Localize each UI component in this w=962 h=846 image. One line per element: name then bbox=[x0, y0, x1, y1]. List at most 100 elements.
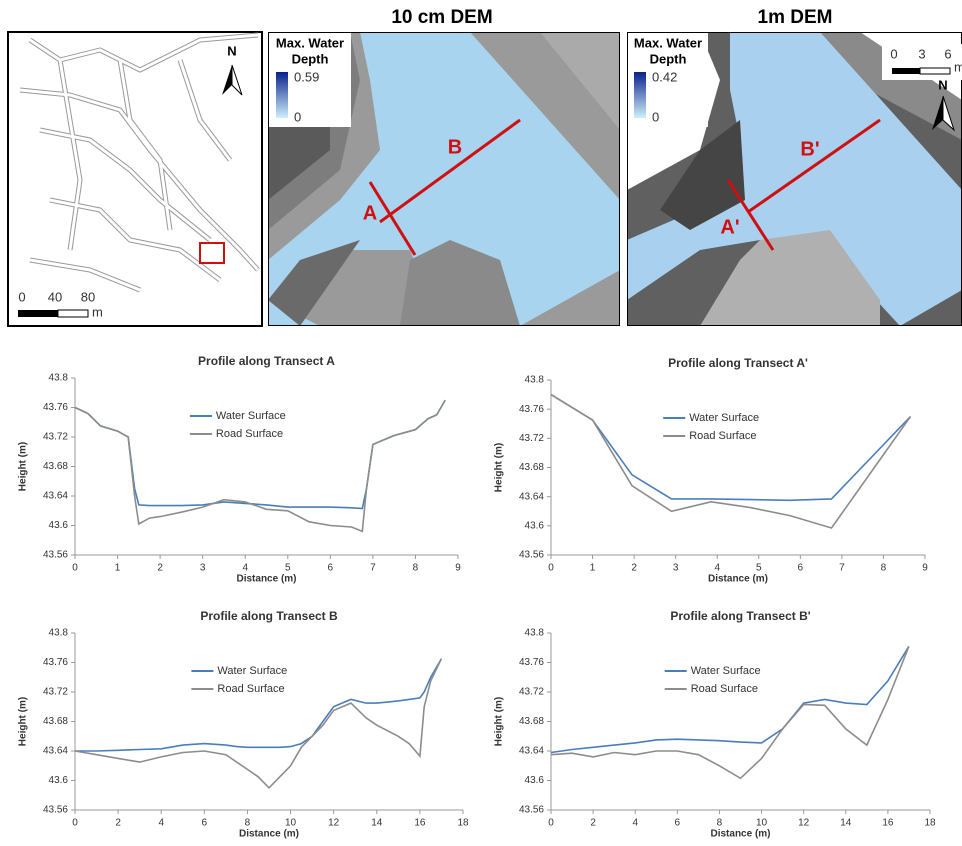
y-tick-label: 43.68 bbox=[43, 716, 68, 727]
dem-1m-map: A' B' Max. Water Depth 0.42 0 0 3 6 m N bbox=[627, 32, 962, 326]
legend-label: Water Surface bbox=[691, 665, 761, 677]
y-tick-label: 43.68 bbox=[43, 461, 68, 472]
transect-label: A bbox=[363, 202, 377, 224]
x-tick-label: 3 bbox=[673, 563, 679, 574]
legend-title: Max. Water bbox=[276, 35, 344, 50]
x-tick-label: 2 bbox=[115, 818, 121, 829]
series-line bbox=[551, 395, 911, 501]
y-tick-label: 43.6 bbox=[49, 520, 69, 531]
x-tick-label: 18 bbox=[457, 818, 469, 829]
x-tick-label: 4 bbox=[158, 818, 164, 829]
scale-label: 0 bbox=[890, 46, 897, 61]
x-tick-label: 6 bbox=[202, 818, 208, 829]
y-tick-label: 43.68 bbox=[519, 462, 544, 473]
x-tick-label: 14 bbox=[371, 818, 383, 829]
x-tick-label: 7 bbox=[839, 563, 845, 574]
transect-label: B' bbox=[800, 138, 819, 160]
chart-title: Profile along Transect B' bbox=[670, 609, 810, 623]
x-tick-label: 3 bbox=[200, 563, 206, 574]
y-tick-label: 43.76 bbox=[43, 402, 68, 413]
x-tick-label: 0 bbox=[548, 818, 554, 829]
y-axis-label: Height (m) bbox=[494, 697, 505, 746]
x-tick-label: 16 bbox=[882, 818, 894, 829]
legend-max: 0.42 bbox=[652, 69, 677, 84]
x-tick-label: 0 bbox=[548, 563, 554, 574]
legend-label: Road Surface bbox=[689, 430, 756, 442]
y-tick-label: 43.72 bbox=[519, 687, 544, 698]
x-tick-label: 6 bbox=[675, 818, 681, 829]
x-tick-label: 1 bbox=[590, 563, 596, 574]
x-tick-label: 4 bbox=[632, 818, 638, 829]
x-tick-label: 12 bbox=[328, 818, 340, 829]
y-tick-label: 43.64 bbox=[43, 746, 68, 757]
legend-label: Water Surface bbox=[217, 665, 287, 677]
y-tick-label: 43.64 bbox=[43, 491, 68, 502]
y-tick-label: 43.6 bbox=[525, 520, 545, 531]
scale-label: 80 bbox=[81, 289, 95, 304]
x-tick-label: 9 bbox=[922, 563, 928, 574]
x-tick-label: 0 bbox=[72, 818, 78, 829]
legend-label: Road Surface bbox=[217, 683, 284, 695]
dem-10cm-map: A B Max. Water Depth 0.59 0 bbox=[268, 32, 620, 326]
transect-label: B bbox=[448, 136, 462, 158]
x-tick-label: 8 bbox=[717, 818, 723, 829]
y-tick-label: 43.8 bbox=[525, 628, 545, 639]
scale-label: 6 bbox=[944, 46, 951, 61]
figure: N 0 40 80 m 10 cm DEM A B Max. Water Dep… bbox=[0, 0, 962, 846]
x-axis-label: Distance (m) bbox=[239, 829, 299, 840]
chart-title: Profile along Transect A bbox=[198, 354, 335, 368]
y-tick-label: 43.8 bbox=[49, 373, 69, 384]
x-tick-label: 0 bbox=[72, 563, 78, 574]
x-tick-label: 2 bbox=[157, 563, 163, 574]
x-tick-label: 10 bbox=[756, 818, 768, 829]
y-tick-label: 43.64 bbox=[519, 746, 544, 757]
north-label: N bbox=[227, 43, 236, 58]
x-tick-label: 14 bbox=[840, 818, 852, 829]
x-tick-label: 9 bbox=[455, 563, 461, 574]
y-tick-label: 43.76 bbox=[519, 657, 544, 668]
north-label: N bbox=[938, 77, 947, 92]
x-tick-label: 5 bbox=[756, 563, 762, 574]
y-tick-label: 43.8 bbox=[525, 375, 545, 386]
x-tick-label: 8 bbox=[413, 563, 419, 574]
x-axis-label: Distance (m) bbox=[236, 574, 296, 585]
scale-unit: m bbox=[92, 304, 103, 319]
x-tick-label: 6 bbox=[798, 563, 804, 574]
chart-title: Profile along Transect A' bbox=[668, 356, 808, 370]
x-axis-label: Distance (m) bbox=[710, 829, 770, 840]
legend-label: Road Surface bbox=[691, 683, 758, 695]
y-axis-label: Height (m) bbox=[18, 442, 29, 491]
scale-label: 0 bbox=[18, 289, 25, 304]
y-tick-label: 43.68 bbox=[519, 716, 544, 727]
chart-title: Profile along Transect B bbox=[200, 609, 338, 623]
legend-title: Max. Water bbox=[634, 35, 702, 50]
scale-label: 3 bbox=[918, 46, 925, 61]
x-tick-label: 8 bbox=[245, 818, 251, 829]
x-tick-label: 12 bbox=[798, 818, 810, 829]
x-tick-label: 4 bbox=[714, 563, 720, 574]
y-tick-label: 43.56 bbox=[43, 550, 68, 561]
y-tick-label: 43.72 bbox=[43, 687, 68, 698]
legend-max: 0.59 bbox=[294, 69, 319, 84]
scale-unit: m bbox=[954, 59, 962, 74]
y-tick-label: 43.6 bbox=[49, 775, 69, 786]
y-tick-label: 43.76 bbox=[43, 657, 68, 668]
legend-label: Water Surface bbox=[689, 412, 759, 424]
x-tick-label: 1 bbox=[115, 563, 121, 574]
x-tick-label: 7 bbox=[370, 563, 376, 574]
y-tick-label: 43.56 bbox=[519, 550, 544, 561]
legend-label: Water Surface bbox=[216, 410, 286, 422]
x-tick-label: 16 bbox=[414, 818, 426, 829]
y-tick-label: 43.6 bbox=[525, 775, 545, 786]
legend-title: Depth bbox=[292, 51, 329, 66]
transect-label: A' bbox=[720, 216, 739, 238]
panel-title: 1m DEM bbox=[758, 7, 833, 28]
y-tick-label: 43.76 bbox=[519, 404, 544, 415]
y-axis-label: Height (m) bbox=[494, 443, 505, 492]
y-tick-label: 43.72 bbox=[43, 432, 68, 443]
series-line bbox=[75, 659, 441, 788]
x-tick-label: 4 bbox=[242, 563, 248, 574]
legend-title: Depth bbox=[650, 51, 687, 66]
y-tick-label: 43.56 bbox=[519, 805, 544, 816]
y-tick-label: 43.72 bbox=[519, 433, 544, 444]
